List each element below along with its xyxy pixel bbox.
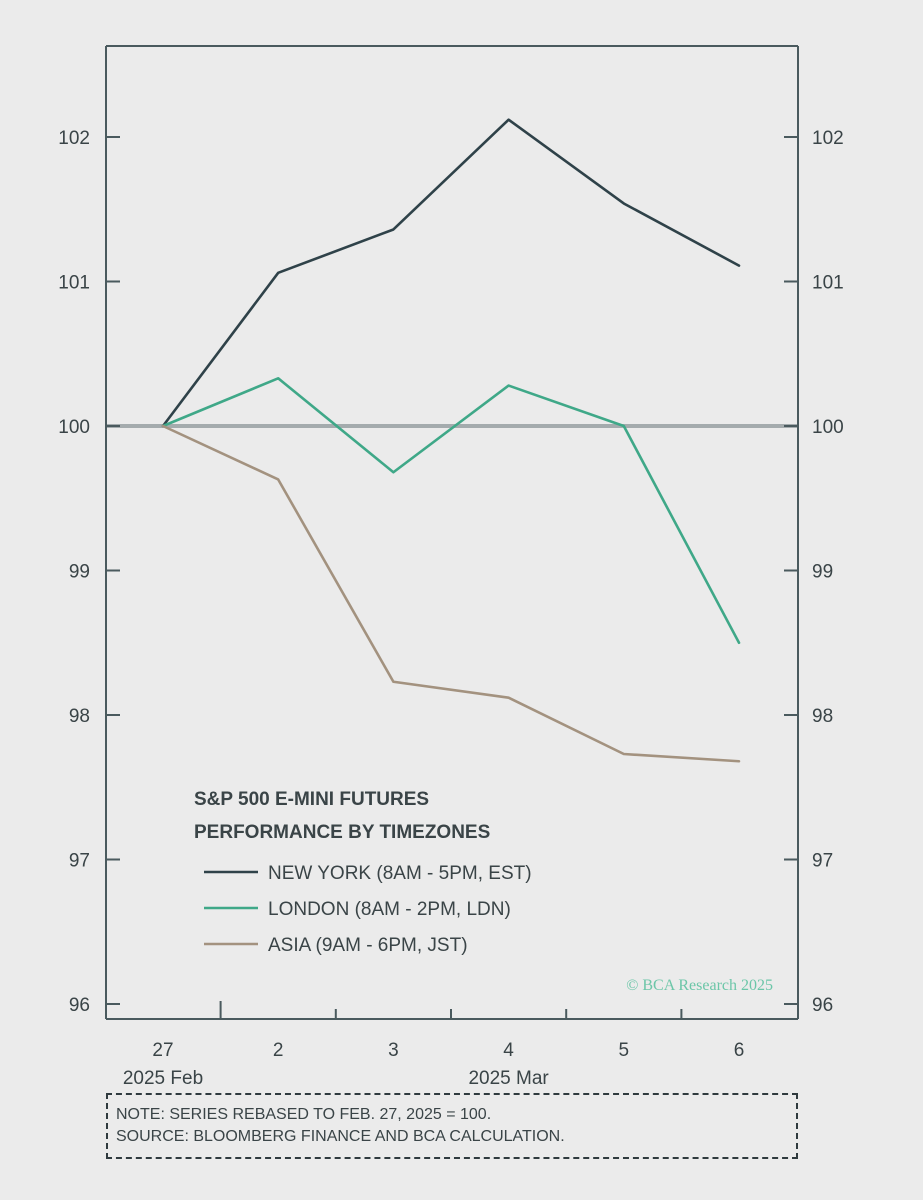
- series-line: [161, 424, 741, 763]
- x-tick-label: 2: [273, 1040, 284, 1061]
- note-text: NOTE: SERIES REBASED TO FEB. 27, 2025 = …: [116, 1106, 492, 1123]
- x-tick-label: 5: [619, 1040, 630, 1061]
- x-group-label: 2025 Feb: [123, 1068, 203, 1089]
- right-y-tick-label: 97: [812, 851, 833, 872]
- left-y-tick-label: 97: [69, 851, 90, 872]
- left-y-tick-label: 98: [69, 706, 90, 727]
- legend-layer: S&P 500 E-MINI FUTURES PERFORMANCE BY TIM…: [194, 789, 773, 994]
- x-group-label: 2025 Mar: [468, 1068, 549, 1089]
- copyright-text: © BCA Research 2025: [626, 977, 773, 994]
- legend-label: ASIA (9AM - 6PM, JST): [268, 935, 468, 956]
- legend-label: LONDON (8AM - 2PM, LDN): [268, 899, 511, 920]
- left-y-tick-label: 100: [58, 417, 90, 438]
- right-y-tick-label: 98: [812, 706, 833, 727]
- series-line: [161, 377, 741, 645]
- left-y-tick-label: 99: [69, 562, 90, 583]
- legend-label: NEW YORK (8AM - 5PM, EST): [268, 863, 532, 884]
- left-y-tick-label: 101: [58, 273, 90, 294]
- right-y-tick-label: 101: [812, 273, 844, 294]
- right-y-tick-label: 102: [812, 128, 844, 149]
- x-tick-label: 3: [388, 1040, 399, 1061]
- x-tick-label: 4: [503, 1040, 514, 1061]
- note-box: NOTE: SERIES REBASED TO FEB. 27, 2025 = …: [106, 1093, 798, 1159]
- axes-layer: 96 96 97 97 98 98 99 99 100 100 101 101 102 102 27 2 3 4 5…: [58, 45, 844, 1089]
- chart-svg: 96 96 97 97 98 98 99 99 100 100 101 101 102 102 27 2 3 4 5…: [58, 45, 844, 1089]
- left-y-tick-label: 96: [69, 995, 90, 1016]
- right-y-tick-label: 96: [812, 995, 833, 1016]
- right-y-tick-label: 99: [812, 562, 833, 583]
- series-line: [161, 118, 741, 428]
- legend-title: S&P 500 E-MINI FUTURES: [194, 789, 429, 810]
- left-y-tick-label: 102: [58, 128, 90, 149]
- series-layer: [161, 118, 741, 763]
- x-tick-label: 6: [734, 1040, 745, 1061]
- right-y-tick-label: 100: [812, 417, 844, 438]
- x-tick-label: 27: [152, 1040, 173, 1061]
- source-text: SOURCE: BLOOMBERG FINANCE AND BCA CALCUL…: [116, 1128, 565, 1145]
- legend-subtitle: PERFORMANCE BY TIMEZONES: [194, 822, 490, 843]
